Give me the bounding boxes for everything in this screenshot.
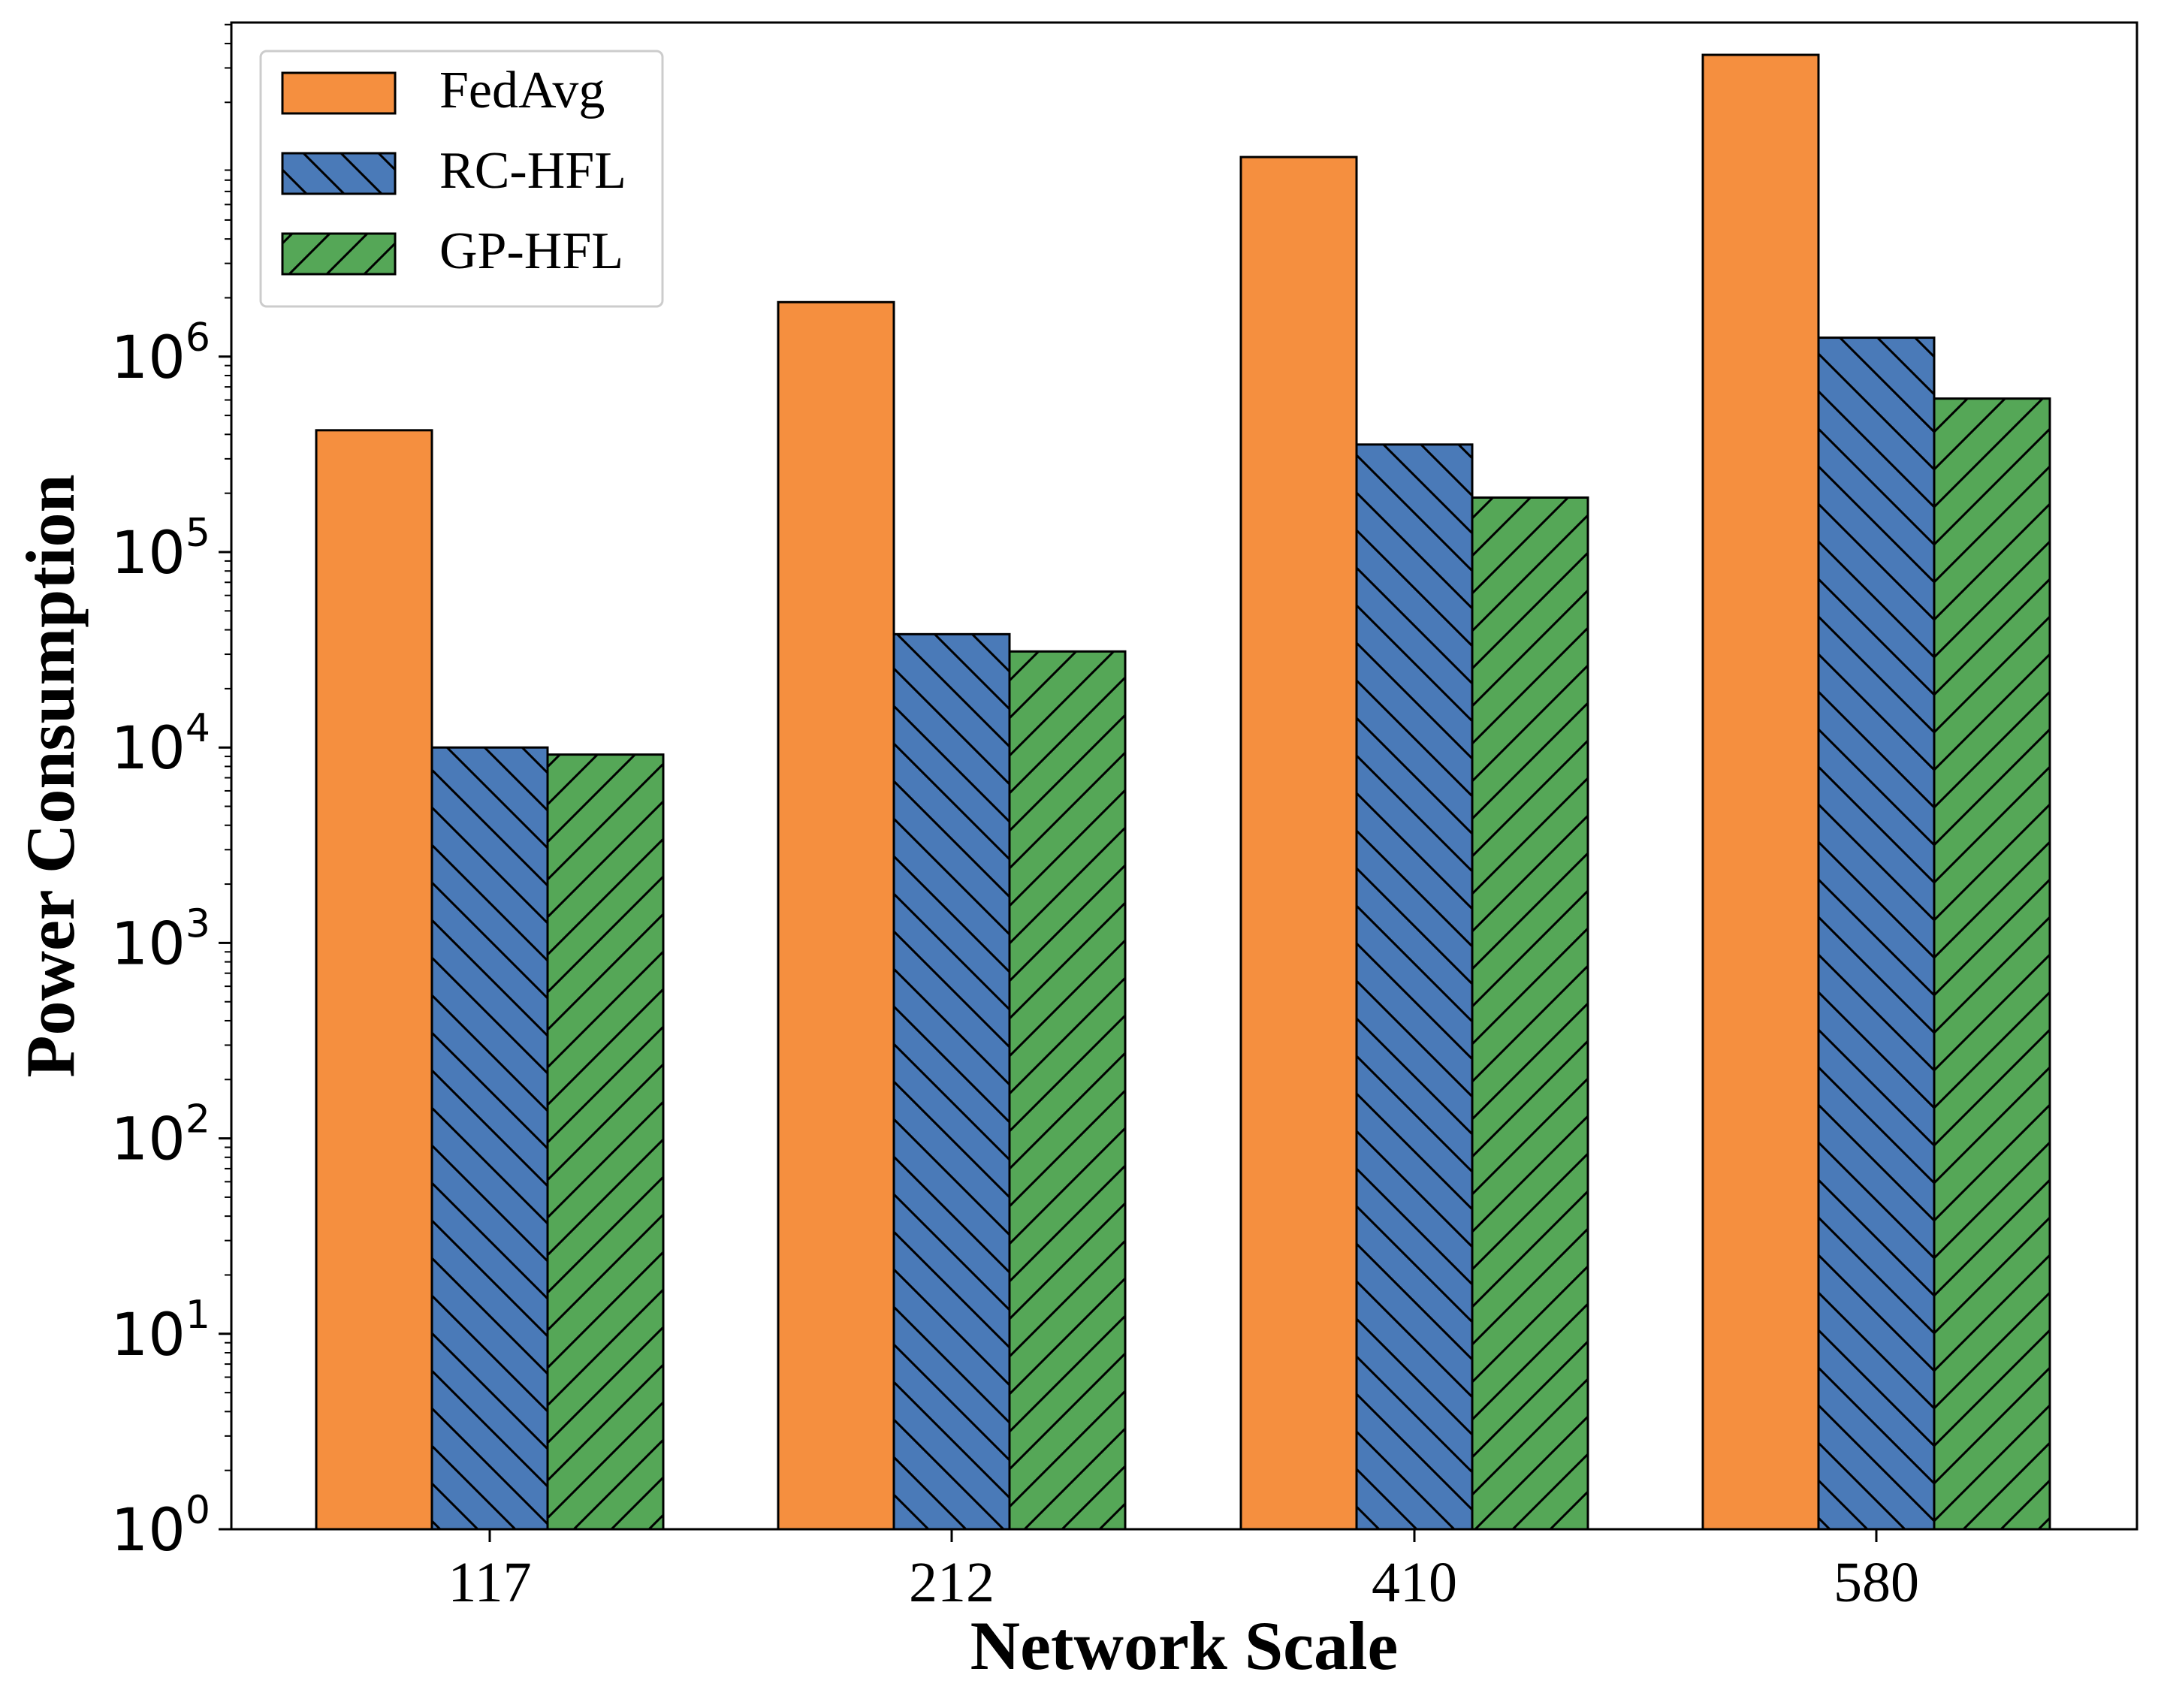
bar-hatch-rc-hfl-410 xyxy=(1357,444,1472,1529)
legend-label-fedavg: FedAvg xyxy=(439,62,605,119)
legend: FedAvg RC-HFL GP-HFL xyxy=(259,50,664,308)
bar-hatch-gp-hfl-212 xyxy=(1010,651,1125,1530)
legend-swatch-hatch xyxy=(282,234,395,274)
y-tick-label: 106 xyxy=(111,315,210,392)
legend-label-rc-hfl: RC-HFL xyxy=(439,142,626,200)
bar-fedavg-410 xyxy=(1241,157,1357,1529)
y-tick-label: 104 xyxy=(111,706,210,783)
y-tick-label: 103 xyxy=(111,901,210,978)
bar-hatch-rc-hfl-212 xyxy=(894,634,1010,1529)
bar-fedavg-117 xyxy=(316,430,432,1529)
bar-fedavg-580 xyxy=(1703,55,1818,1530)
legend-swatch-fedavg xyxy=(282,73,395,113)
y-tick-label: 105 xyxy=(111,511,210,587)
x-tick-label: 580 xyxy=(1834,1551,1919,1614)
legend-swatch-outline xyxy=(281,232,397,276)
bar-hatch-rc-hfl-117 xyxy=(432,747,548,1530)
legend-swatch-hatch xyxy=(282,153,395,194)
x-axis: 117 212 410 580 xyxy=(448,1529,1919,1614)
bar-hatch-rc-hfl-580 xyxy=(1818,337,1934,1530)
y-tick-label: 102 xyxy=(111,1097,210,1174)
plot-frame xyxy=(230,21,2138,1531)
x-axis-label: Network Scale xyxy=(970,1607,1399,1684)
legend-swatch-outline xyxy=(281,152,397,195)
bars-group xyxy=(315,53,2051,1531)
bar-hatch-gp-hfl-410 xyxy=(1472,497,1588,1530)
legend-label-gp-hfl: GP-HFL xyxy=(439,222,623,280)
x-tick-label: 117 xyxy=(448,1551,531,1614)
bar-hatch-gp-hfl-580 xyxy=(1934,398,2050,1529)
bar-fedavg-212 xyxy=(778,302,894,1529)
bar-hatch-gp-hfl-117 xyxy=(548,754,663,1529)
y-axis: 100 101 102 103 104 105 106 xyxy=(111,23,231,1565)
y-tick-label: 101 xyxy=(111,1293,210,1369)
y-tick-label: 100 xyxy=(111,1488,210,1565)
y-axis-label: Power Consumption xyxy=(12,474,89,1077)
x-tick-label: 212 xyxy=(909,1551,994,1614)
legend-swatch-outline xyxy=(281,71,397,115)
x-tick-label: 410 xyxy=(1372,1551,1457,1614)
